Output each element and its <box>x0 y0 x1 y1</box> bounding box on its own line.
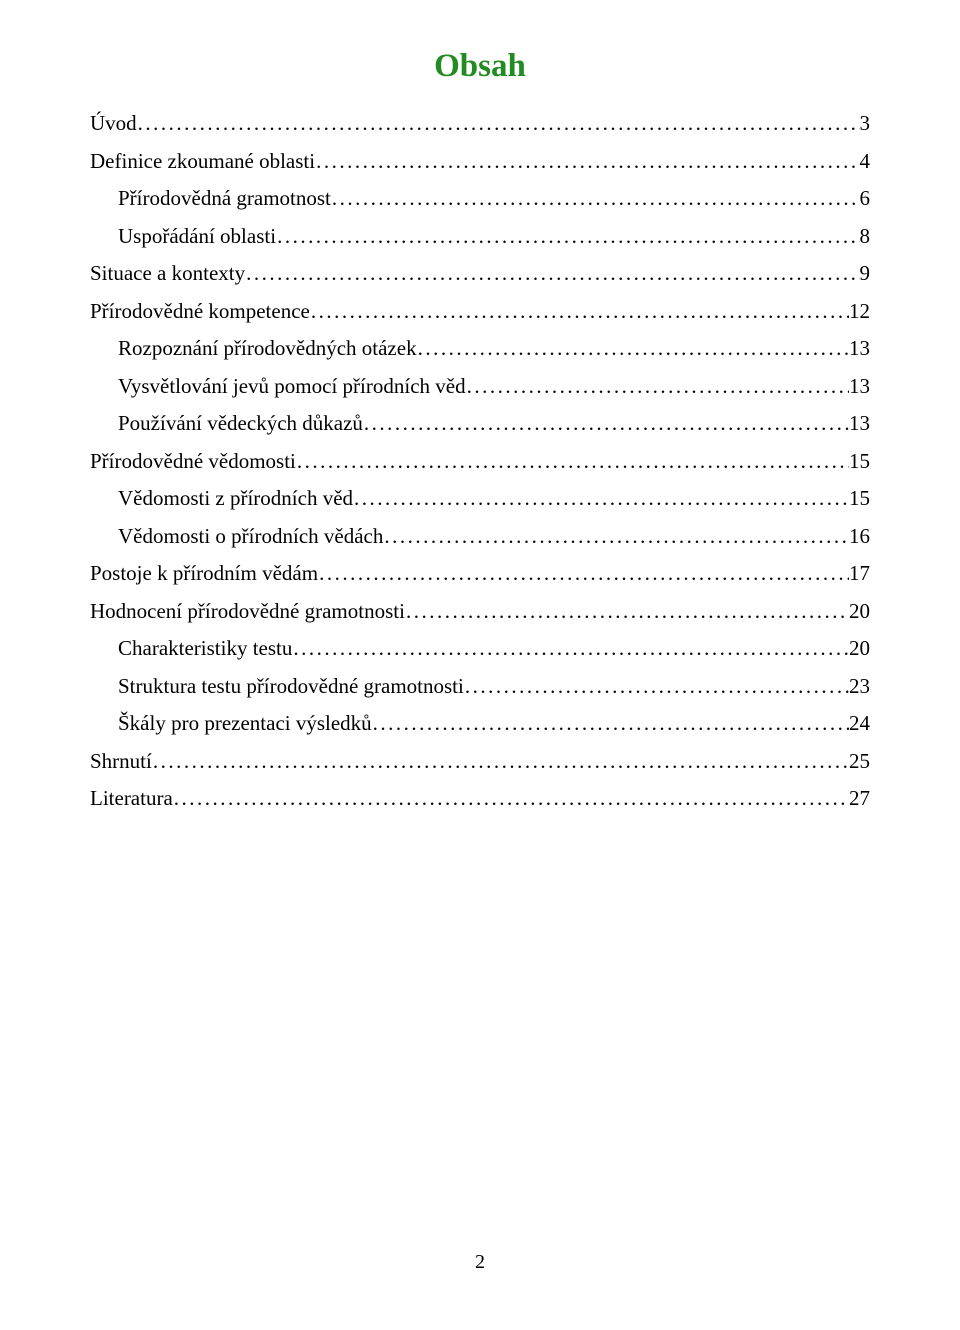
toc-entry-page: 12 <box>849 301 870 322</box>
page-number: 2 <box>0 1251 960 1274</box>
toc-leader <box>152 751 849 772</box>
toc-entry-page: 20 <box>849 638 870 659</box>
toc-entry-page: 13 <box>849 376 870 397</box>
toc-entry-page: 13 <box>849 338 870 359</box>
toc-entry: Používání vědeckých důkazů 13 <box>90 413 870 434</box>
toc-entry-page: 15 <box>849 488 870 509</box>
toc-entry-page: 24 <box>849 713 870 734</box>
toc-entry-label: Přírodovědná gramotnost <box>118 188 331 209</box>
toc-leader <box>363 413 849 434</box>
toc-entry-label: Charakteristiky testu <box>118 638 292 659</box>
toc-entry-page: 3 <box>860 113 871 134</box>
toc-leader <box>245 263 859 284</box>
toc-leader <box>310 301 849 322</box>
toc-leader <box>315 151 859 172</box>
toc-entry-label: Úvod <box>90 113 137 134</box>
toc-entry: Definice zkoumané oblasti 4 <box>90 151 870 172</box>
toc-entry-page: 6 <box>860 188 871 209</box>
toc-entry-label: Přírodovědné kompetence <box>90 301 310 322</box>
toc-entry-page: 17 <box>849 563 870 584</box>
toc-entry-page: 15 <box>849 451 870 472</box>
toc-leader <box>137 113 860 134</box>
toc-entry: Literatura 27 <box>90 788 870 809</box>
toc-entry-page: 8 <box>860 226 871 247</box>
toc-list: Úvod 3 Definice zkoumané oblasti 4 Přírodově… <box>90 113 870 809</box>
toc-entry: Hodnocení přírodovědné gramotnosti 20 <box>90 601 870 622</box>
toc-entry-label: Shrnutí <box>90 751 152 772</box>
toc-entry-label: Rozpoznání přírodovědných otázek <box>118 338 417 359</box>
toc-entry-label: Situace a kontexty <box>90 263 245 284</box>
toc-leader <box>318 563 849 584</box>
toc-entry: Vysvětlování jevů pomocí přírodních věd 1… <box>90 376 870 397</box>
toc-entry: Vědomosti o přírodních vědách 16 <box>90 526 870 547</box>
toc-entry: Shrnutí 25 <box>90 751 870 772</box>
toc-entry: Přírodovědné kompetence 12 <box>90 301 870 322</box>
toc-entry-page: 25 <box>849 751 870 772</box>
toc-leader <box>331 188 860 209</box>
toc-entry-label: Definice zkoumané oblasti <box>90 151 315 172</box>
toc-leader <box>464 676 849 697</box>
toc-entry: Úvod 3 <box>90 113 870 134</box>
toc-entry-page: 13 <box>849 413 870 434</box>
toc-entry-label: Přírodovědné vědomosti <box>90 451 296 472</box>
toc-leader <box>173 788 849 809</box>
toc-leader <box>417 338 849 359</box>
toc-leader <box>405 601 849 622</box>
toc-entry: Přírodovědná gramotnost 6 <box>90 188 870 209</box>
toc-entry-page: 20 <box>849 601 870 622</box>
toc-entry-label: Hodnocení přírodovědné gramotnosti <box>90 601 405 622</box>
toc-leader <box>292 638 849 659</box>
toc-entry-label: Postoje k přírodním vědám <box>90 563 318 584</box>
toc-entry: Přírodovědné vědomosti 15 <box>90 451 870 472</box>
toc-entry-page: 4 <box>860 151 871 172</box>
toc-entry-label: Používání vědeckých důkazů <box>118 413 363 434</box>
toc-leader <box>383 526 849 547</box>
toc-entry-page: 23 <box>849 676 870 697</box>
toc-leader <box>353 488 849 509</box>
toc-entry-label: Struktura testu přírodovědné gramotnosti <box>118 676 464 697</box>
toc-entry-page: 16 <box>849 526 870 547</box>
toc-entry: Rozpoznání přírodovědných otázek 13 <box>90 338 870 359</box>
toc-entry-page: 9 <box>860 263 871 284</box>
toc-entry-label: Literatura <box>90 788 173 809</box>
toc-entry-label: Vědomosti z přírodních věd <box>118 488 353 509</box>
toc-entry: Škály pro prezentaci výsledků 24 <box>90 713 870 734</box>
toc-entry: Postoje k přírodním vědám 17 <box>90 563 870 584</box>
toc-leader <box>276 226 859 247</box>
toc-entry-label: Uspořádání oblasti <box>118 226 276 247</box>
toc-title: Obsah <box>90 48 870 85</box>
toc-entry-label: Vědomosti o přírodních vědách <box>118 526 383 547</box>
toc-leader <box>296 451 849 472</box>
toc-entry: Charakteristiky testu 20 <box>90 638 870 659</box>
toc-entry: Situace a kontexty 9 <box>90 263 870 284</box>
toc-entry: Struktura testu přírodovědné gramotnosti… <box>90 676 870 697</box>
toc-entry-page: 27 <box>849 788 870 809</box>
toc-entry-label: Škály pro prezentaci výsledků <box>118 713 372 734</box>
toc-entry-label: Vysvětlování jevů pomocí přírodních věd <box>118 376 466 397</box>
toc-leader <box>466 376 849 397</box>
toc-entry: Uspořádání oblasti 8 <box>90 226 870 247</box>
toc-leader <box>372 713 849 734</box>
toc-entry: Vědomosti z přírodních věd 15 <box>90 488 870 509</box>
